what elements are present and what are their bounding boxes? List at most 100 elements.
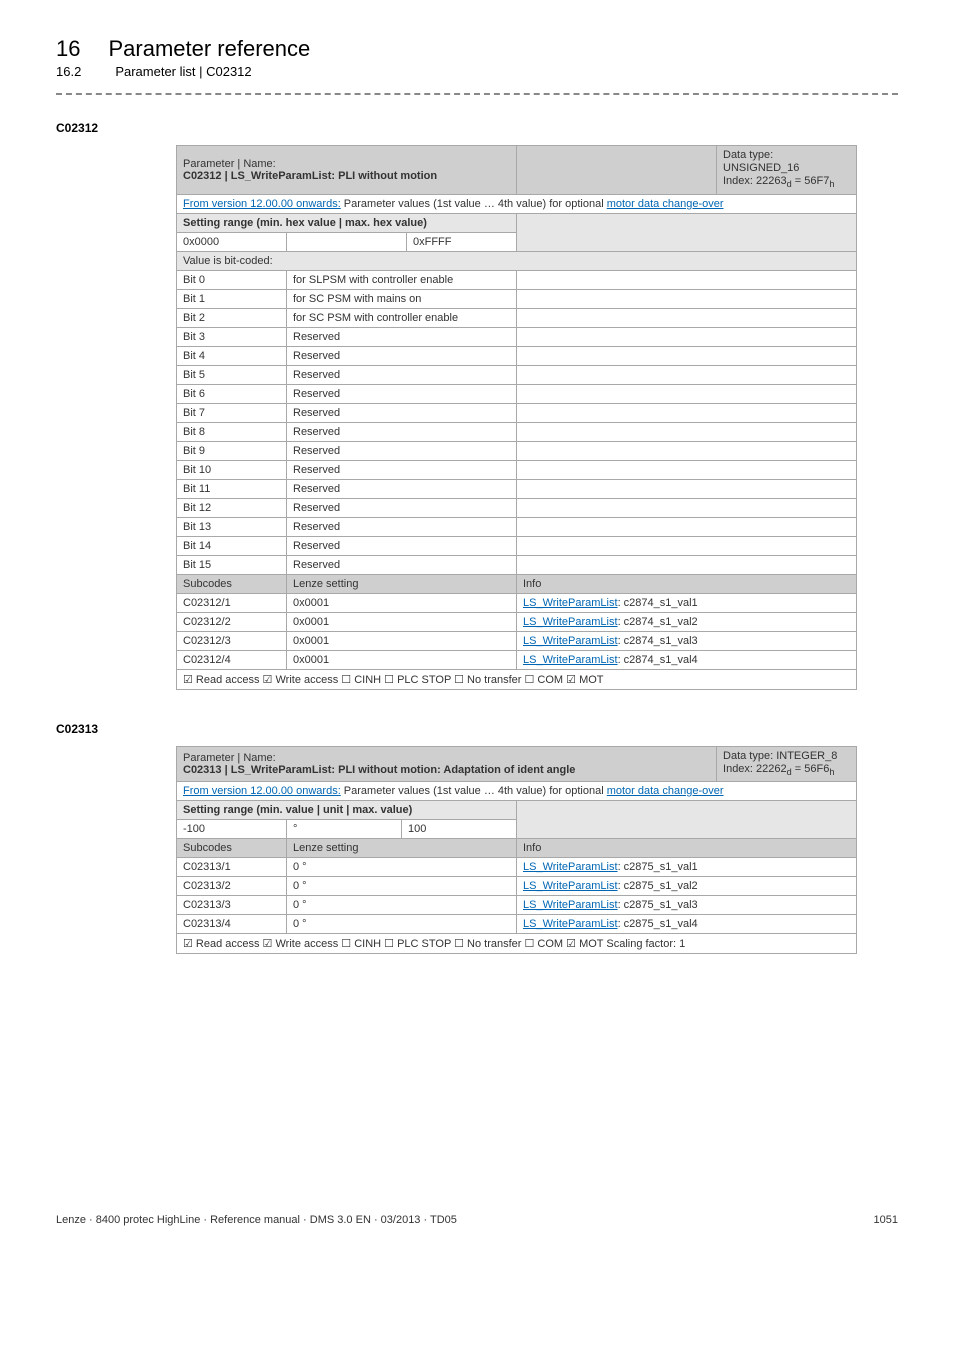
datatype-cell: Data type: UNSIGNED_16 Index: 22263d = 5… — [717, 146, 857, 195]
bit-val: Reserved — [287, 555, 517, 574]
subcode-link[interactable]: LS_WriteParamList — [523, 616, 618, 628]
bit-blank — [517, 365, 857, 384]
bit-val: Reserved — [287, 422, 517, 441]
min-val: -100 — [177, 819, 287, 838]
title-label: Parameter | Name: — [183, 158, 276, 170]
bit-blank — [517, 479, 857, 498]
subcode-link[interactable]: LS_WriteParamList — [523, 654, 618, 666]
bit-key: Bit 2 — [177, 308, 287, 327]
datatype-eq: = 56F7 — [792, 175, 830, 187]
setting-range-label: Setting range (min. hex value | max. hex… — [177, 213, 517, 232]
datatype-cell: Data type: INTEGER_8 Index: 22262d = 56F… — [717, 746, 857, 781]
title-label: Parameter | Name: — [183, 752, 276, 764]
bit-key: Bit 1 — [177, 289, 287, 308]
subcode-tail: : c2874_s1_val4 — [618, 654, 698, 666]
bit-key: Bit 11 — [177, 479, 287, 498]
setting-range-text: Setting range (min. hex value | max. hex… — [183, 217, 427, 229]
bit-key: Bit 8 — [177, 422, 287, 441]
subcode-link[interactable]: LS_WriteParamList — [523, 880, 618, 892]
subcode-info: LS_WriteParamList: c2875_s1_val2 — [517, 876, 857, 895]
page-footer: Lenze · 8400 protec HighLine · Reference… — [56, 1214, 898, 1226]
subcodes-h2: Lenze setting — [287, 838, 517, 857]
subcode-setting: 0 ° — [287, 895, 517, 914]
title-value: C02313 | LS_WriteParamList: PLI without … — [183, 764, 575, 776]
bit-val: Reserved — [287, 403, 517, 422]
subcode-setting: 0x0001 — [287, 631, 517, 650]
subcode-link[interactable]: LS_WriteParamList — [523, 861, 618, 873]
change-over-mid: Parameter values (1st value … 4th value)… — [341, 198, 607, 210]
chapter-number: 16 — [56, 36, 80, 62]
bit-val: Reserved — [287, 517, 517, 536]
subcode-code: C02312/1 — [177, 593, 287, 612]
bitcoded-label: Value is bit-coded: — [177, 251, 857, 270]
bit-val: Reserved — [287, 327, 517, 346]
bit-blank — [517, 384, 857, 403]
subcodes-h3: Info — [517, 574, 857, 593]
change-over-pre-link[interactable]: From version 12.00.00 onwards: — [183, 198, 341, 210]
bit-blank — [517, 555, 857, 574]
change-over-link[interactable]: motor data change-over — [607, 198, 724, 210]
subcode-code: C02312/3 — [177, 631, 287, 650]
bit-blank — [517, 403, 857, 422]
subcode-info: LS_WriteParamList: c2874_s1_val4 — [517, 650, 857, 669]
bit-val: for SC PSM with mains on — [287, 289, 517, 308]
datatype-line1: Data type: UNSIGNED_16 — [723, 149, 799, 174]
max-val: 100 — [402, 819, 517, 838]
change-over-row: From version 12.00.00 onwards: Parameter… — [177, 781, 857, 800]
datatype-eq: = 56F6 — [792, 763, 830, 775]
subcode-link[interactable]: LS_WriteParamList — [523, 918, 618, 930]
change-over-pre-link[interactable]: From version 12.00.00 onwards: — [183, 785, 341, 797]
change-over-row: From version 12.00.00 onwards: Parameter… — [177, 194, 857, 213]
bit-blank — [517, 327, 857, 346]
min-hex: 0x0000 — [177, 232, 287, 251]
subcode-tail: : c2875_s1_val4 — [618, 918, 698, 930]
subcode-code: C02313/2 — [177, 876, 287, 895]
subcode-info: LS_WriteParamList: c2874_s1_val2 — [517, 612, 857, 631]
subcodes-h3: Info — [517, 838, 857, 857]
subcode-link[interactable]: LS_WriteParamList — [523, 899, 618, 911]
datatype-line2: Index: 22262 — [723, 763, 787, 775]
subcode-setting: 0x0001 — [287, 650, 517, 669]
footer-right: 1051 — [874, 1214, 898, 1226]
access-footer: ☑ Read access ☑ Write access ☐ CINH ☐ PL… — [177, 933, 857, 953]
datatype-line2: Index: 22263 — [723, 175, 787, 187]
datatype-sub2: h — [829, 767, 834, 777]
footer-left: Lenze · 8400 protec HighLine · Reference… — [56, 1214, 457, 1226]
bit-blank — [517, 422, 857, 441]
subcode-tail: : c2875_s1_val2 — [618, 880, 698, 892]
bit-val: Reserved — [287, 460, 517, 479]
bit-blank — [517, 498, 857, 517]
param-block-c02313: Parameter | Name: C02313 | LS_WriteParam… — [176, 746, 898, 954]
bit-blank — [517, 460, 857, 479]
hex-mid — [287, 232, 407, 251]
bit-blank — [517, 517, 857, 536]
datatype-sub2: h — [829, 180, 834, 190]
bit-blank — [517, 346, 857, 365]
subcode-code: C02312/4 — [177, 650, 287, 669]
subcode-link[interactable]: LS_WriteParamList — [523, 635, 618, 647]
unit-val: ° — [287, 819, 402, 838]
title-cell: Parameter | Name: C02312 | LS_WriteParam… — [177, 146, 517, 195]
bit-blank — [517, 308, 857, 327]
param-table-c02312: Parameter | Name: C02312 | LS_WriteParam… — [176, 145, 857, 690]
bit-val: Reserved — [287, 536, 517, 555]
spacer — [517, 146, 717, 195]
subcode-tail: : c2874_s1_val3 — [618, 635, 698, 647]
bit-blank — [517, 289, 857, 308]
bit-val: Reserved — [287, 384, 517, 403]
bit-val: for SC PSM with controller enable — [287, 308, 517, 327]
bit-key: Bit 9 — [177, 441, 287, 460]
section-title: Parameter list | C02312 — [115, 64, 251, 79]
subcode-tail: : c2875_s1_val3 — [618, 899, 698, 911]
change-over-link[interactable]: motor data change-over — [607, 785, 724, 797]
subcode-tail: : c2875_s1_val1 — [618, 861, 698, 873]
subcodes-h2: Lenze setting — [287, 574, 517, 593]
subcode-link[interactable]: LS_WriteParamList — [523, 597, 618, 609]
bit-blank — [517, 441, 857, 460]
subcode-info: LS_WriteParamList: c2875_s1_val3 — [517, 895, 857, 914]
subcode-info: LS_WriteParamList: c2874_s1_val3 — [517, 631, 857, 650]
subcode-setting: 0 ° — [287, 876, 517, 895]
bit-blank — [517, 270, 857, 289]
subcodes-h1: Subcodes — [177, 574, 287, 593]
bit-key: Bit 3 — [177, 327, 287, 346]
